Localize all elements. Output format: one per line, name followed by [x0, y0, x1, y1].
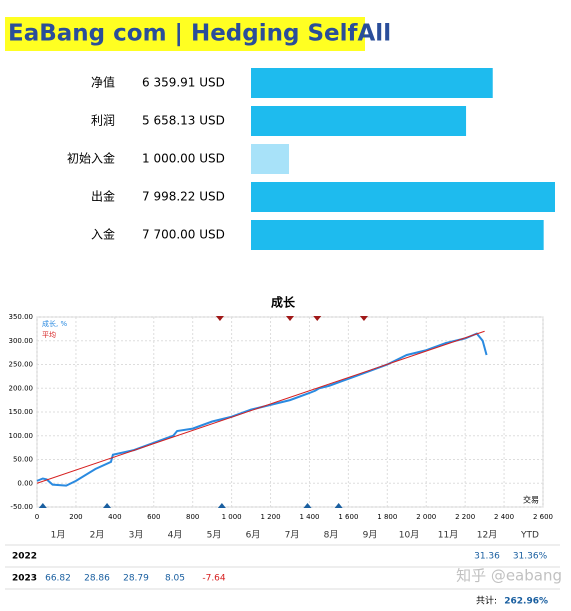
x-tick-label: 1 800	[377, 513, 397, 521]
x-tick-label: 2 600	[533, 513, 553, 521]
stat-value: 6 359.91 USD	[142, 76, 225, 90]
stat-label: 净值	[91, 75, 115, 90]
month-cell: -7.64	[202, 574, 226, 584]
x-tick-label: 1 600	[338, 513, 358, 521]
top-marker	[215, 316, 224, 321]
stat-label: 入金	[91, 227, 115, 242]
x-tick-label: 1 000	[222, 513, 242, 521]
column-header: 7月	[285, 530, 300, 541]
column-header: 1月	[51, 530, 66, 541]
x-tick-label: 2 000	[416, 513, 436, 521]
legend-entry: 平均	[42, 330, 56, 339]
top-marker	[313, 316, 322, 321]
column-header: 8月	[324, 530, 339, 541]
x-tick-label: 800	[186, 513, 199, 521]
column-header: 2月	[90, 530, 105, 541]
bottom-marker	[303, 503, 312, 508]
column-header: 4月	[168, 530, 183, 541]
y-tick-label: 350.00	[9, 313, 34, 321]
top-marker	[359, 316, 368, 321]
total-label: 共计:	[476, 595, 497, 607]
series-line	[36, 332, 488, 487]
column-header: 9月	[363, 530, 378, 541]
watermark: 知乎 @eabang	[456, 567, 562, 585]
bar	[251, 182, 555, 212]
bottom-marker	[38, 503, 47, 508]
y-tick-label: 50.00	[13, 456, 33, 464]
stat-value: 5 658.13 USD	[142, 114, 225, 128]
x-tick-label: 1 400	[299, 513, 319, 521]
month-cell: 66.82	[45, 574, 71, 584]
y-tick-label: 300.00	[9, 337, 34, 345]
x-axis-label: 交易	[523, 495, 539, 505]
title-bg	[5, 17, 365, 51]
y-tick-label: 200.00	[9, 384, 34, 392]
x-tick-label: 200	[69, 513, 82, 521]
y-tick-label: 0.00	[17, 479, 33, 487]
chart-title: 成长	[271, 295, 296, 310]
series-line	[36, 330, 485, 484]
page-title: EaBang com | Hedging SelfAll	[8, 21, 391, 47]
column-header: 6月	[246, 530, 261, 541]
stat-label: 利润	[91, 114, 115, 128]
legend-entry: 成长, %	[42, 319, 67, 328]
row-year: 2022	[12, 552, 37, 562]
column-header: 12月	[477, 530, 497, 541]
stat-value: 7 998.22 USD	[142, 190, 225, 204]
y-tick-label: 150.00	[9, 408, 34, 416]
column-header: 10月	[399, 530, 419, 541]
total-value: 262.96%	[504, 597, 548, 607]
column-header: YTD	[520, 531, 539, 541]
stat-value: 7 700.00 USD	[142, 228, 225, 242]
column-header: 5月	[207, 530, 222, 541]
bar	[251, 144, 290, 174]
x-tick-label: 2 400	[494, 513, 514, 521]
stat-label: 出金	[91, 189, 115, 204]
bottom-marker	[103, 503, 112, 508]
y-tick-label: 250.00	[9, 361, 34, 369]
x-tick-label: 400	[108, 513, 121, 521]
column-header: 11月	[438, 530, 458, 541]
bar	[251, 106, 467, 136]
x-tick-label: 0	[35, 513, 39, 521]
bar	[251, 68, 493, 98]
month-cell: 28.79	[123, 574, 149, 584]
stat-label: 初始入金	[67, 151, 115, 166]
month-cell: 28.86	[84, 574, 110, 584]
x-tick-label: 600	[147, 513, 160, 521]
month-cell: 31.36	[474, 552, 500, 562]
y-tick-label: -50.00	[10, 503, 33, 511]
top-marker	[286, 316, 294, 321]
bar	[251, 220, 544, 250]
stat-value: 1 000.00 USD	[142, 152, 225, 166]
bottom-marker	[334, 503, 343, 508]
bottom-marker	[217, 503, 226, 508]
month-cell: 8.05	[165, 574, 185, 584]
x-tick-label: 2 200	[455, 513, 475, 521]
row-year: 2023	[12, 574, 37, 584]
ytd-cell: 31.36%	[513, 552, 548, 562]
y-tick-label: 100.00	[9, 432, 34, 440]
column-header: 3月	[129, 530, 144, 541]
x-tick-label: 1 200	[261, 513, 281, 521]
